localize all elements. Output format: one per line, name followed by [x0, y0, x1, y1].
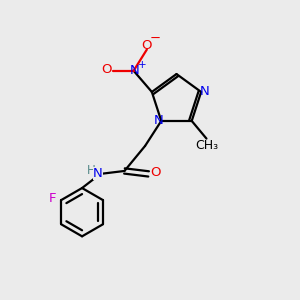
- Text: N: N: [130, 64, 140, 77]
- Text: F: F: [49, 192, 57, 205]
- Text: N: N: [154, 114, 164, 128]
- Text: H: H: [87, 164, 96, 177]
- Text: O: O: [151, 166, 161, 179]
- Text: N: N: [200, 85, 210, 98]
- Text: −: −: [149, 32, 161, 45]
- Text: CH₃: CH₃: [195, 139, 218, 152]
- Text: O: O: [142, 39, 152, 52]
- Text: O: O: [101, 63, 112, 76]
- Text: N: N: [93, 167, 103, 180]
- Text: +: +: [137, 60, 146, 70]
